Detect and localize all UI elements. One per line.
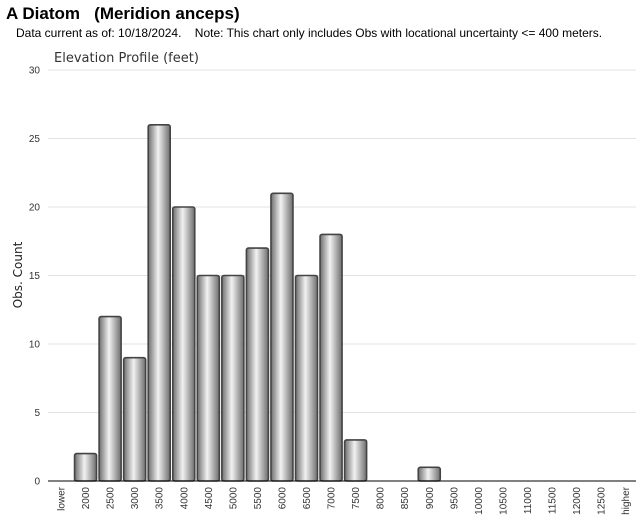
bar-2000 xyxy=(73,452,98,482)
x-tick-label: 9500 xyxy=(449,487,460,510)
bar-5500 xyxy=(245,247,270,482)
x-tick-label: 5500 xyxy=(253,487,264,510)
grid-lines xyxy=(48,69,636,413)
x-tick-label: 4000 xyxy=(179,487,190,510)
x-tick-label: higher xyxy=(621,486,632,514)
x-tick-label: 12000 xyxy=(572,487,583,515)
x-tick-label: 2500 xyxy=(106,487,117,510)
y-tick-label: 5 xyxy=(34,408,40,419)
x-tick-label: 12500 xyxy=(597,487,608,515)
x-tick-label: 7500 xyxy=(351,487,362,510)
x-tick-label: 7000 xyxy=(327,487,338,510)
bar-4000 xyxy=(171,206,196,482)
x-tick-label: 5000 xyxy=(228,487,239,510)
bar-7000 xyxy=(319,233,343,482)
y-tick-label: 30 xyxy=(29,66,41,77)
x-tick-label: 3500 xyxy=(155,487,166,510)
page-title: A Diatom (Meridion anceps) xyxy=(6,4,240,23)
bar-9000 xyxy=(417,466,442,482)
x-tick-label: 10500 xyxy=(498,487,509,515)
x-tick-label: 8500 xyxy=(400,487,411,510)
y-tick-label: 25 xyxy=(29,134,41,145)
x-tick-label: 6500 xyxy=(302,487,313,510)
bar-2500 xyxy=(98,315,122,482)
x-tick-label: lower xyxy=(57,486,68,511)
bar-3500 xyxy=(147,124,171,482)
page-subtitle: Data current as of: 10/18/2024. Note: Th… xyxy=(16,26,603,40)
x-tick-label: 4500 xyxy=(204,487,215,510)
x-tick-label: 10000 xyxy=(474,487,485,515)
x-tick-label: 3000 xyxy=(130,487,141,510)
bar-6000 xyxy=(270,192,294,482)
y-tick-label: 20 xyxy=(29,203,41,214)
y-tick-label: 10 xyxy=(29,340,41,351)
x-tick-label: 6000 xyxy=(277,487,288,510)
bar-7500 xyxy=(343,439,368,482)
x-tick-label: 11000 xyxy=(523,487,534,515)
y-tick-label: 15 xyxy=(29,271,41,282)
x-tick-label: 9000 xyxy=(425,487,436,510)
y-axis-label: Obs. Count xyxy=(11,241,25,308)
x-tick-label: 8000 xyxy=(376,487,387,510)
x-tick-label: 11500 xyxy=(548,487,559,515)
y-tick-label: 0 xyxy=(34,477,40,488)
bar-3000 xyxy=(122,356,147,482)
x-tick-labels: lower 2000 2500 3000 3500 4000 4500 5000 5500 600… xyxy=(57,486,633,514)
bar-4500 xyxy=(196,274,221,482)
x-tick-label: 2000 xyxy=(81,487,92,510)
bars xyxy=(73,124,442,482)
bar-6500 xyxy=(294,274,319,482)
bar-5000 xyxy=(221,274,245,482)
chart-title: Elevation Profile (feet) xyxy=(54,51,199,66)
y-tick-labels: 0 5 10 15 20 25 30 xyxy=(29,66,41,488)
